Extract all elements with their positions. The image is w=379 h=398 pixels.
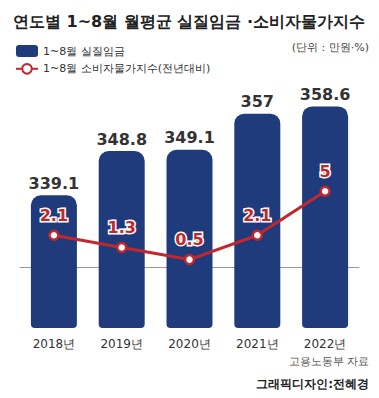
- svg-text:2021년: 2021년: [236, 337, 279, 351]
- svg-text:그래픽디자인:전혜경: 그래픽디자인:전혜경: [256, 377, 369, 391]
- svg-text:348.8: 348.8: [96, 130, 147, 149]
- svg-text:연도별 1~8월 월평균 실질임금 ·소비자물가지수: 연도별 1~8월 월평균 실질임금 ·소비자물가지수: [13, 12, 365, 31]
- svg-text:357: 357: [241, 92, 274, 111]
- svg-text:2022년: 2022년: [304, 337, 347, 351]
- svg-text:358.6: 358.6: [300, 85, 351, 104]
- svg-text:349.1: 349.1: [164, 128, 215, 147]
- svg-text:5: 5: [320, 162, 331, 181]
- svg-text:1~8월 실질임금: 1~8월 실질임금: [43, 45, 125, 58]
- svg-text:339.1: 339.1: [29, 174, 80, 193]
- svg-text:2020년: 2020년: [168, 337, 211, 351]
- svg-text:2019년: 2019년: [100, 337, 143, 351]
- svg-text:1~8월 소비자물가지수(전년대비): 1~8월 소비자물가지수(전년대비): [43, 62, 210, 75]
- svg-text:2018년: 2018년: [33, 337, 76, 351]
- svg-text:1.3: 1.3: [108, 218, 136, 237]
- svg-text:2.1: 2.1: [243, 206, 271, 225]
- svg-text:(단위 : 만원·%): (단위 : 만원·%): [292, 41, 369, 54]
- svg-text:2.1: 2.1: [40, 206, 68, 225]
- svg-text:고용노동부 자료: 고용노동부 자료: [289, 355, 370, 368]
- svg-text:0.5: 0.5: [175, 230, 203, 249]
